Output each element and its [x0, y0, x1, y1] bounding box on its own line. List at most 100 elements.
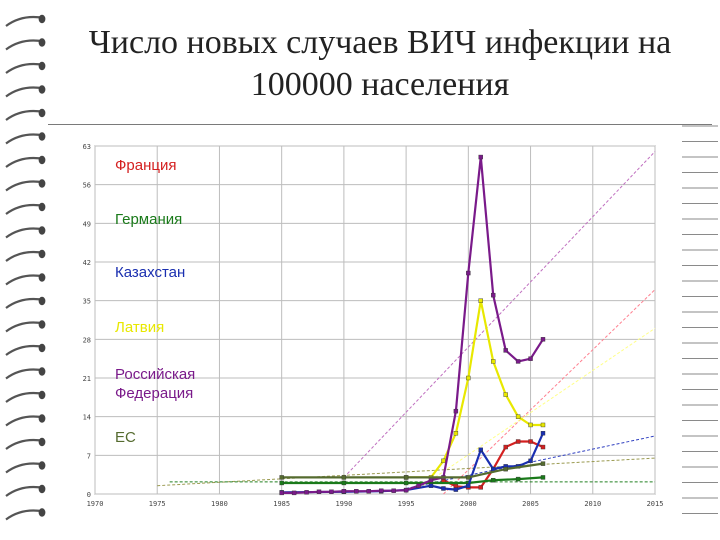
spiral-hole [38, 273, 46, 282]
spiral-ring [5, 156, 45, 168]
spiral-ring [5, 250, 45, 262]
y-tick-label: 21 [83, 375, 91, 383]
spiral-hole [38, 85, 46, 94]
data-point [528, 356, 533, 361]
data-point [453, 431, 459, 436]
data-point [478, 154, 483, 160]
spiral-ring [5, 274, 45, 286]
data-point [453, 487, 459, 492]
spiral-hole [38, 414, 46, 423]
spiral-hole [38, 61, 46, 71]
data-point [403, 487, 409, 493]
data-point [478, 485, 483, 490]
spiral-ring [5, 485, 45, 497]
data-point [279, 475, 284, 480]
legend-entry: Казахстан [115, 264, 186, 281]
data-point [540, 337, 546, 342]
spiral-hole [38, 343, 46, 353]
spiral-ring [5, 86, 45, 98]
data-point [453, 408, 459, 414]
data-point [466, 483, 471, 488]
data-point [491, 292, 496, 298]
title-underline [48, 124, 712, 125]
legend-entry: Российская Федерация [115, 366, 196, 402]
data-point [503, 466, 508, 472]
spiral-ring [5, 133, 45, 145]
data-point [528, 458, 533, 464]
y-tick-label: 14 [83, 414, 91, 422]
spiral-hole [38, 132, 46, 141]
x-tick-label: 1990 [335, 500, 352, 508]
trend-line [443, 289, 656, 495]
series-line-ес [281, 462, 544, 479]
hiv-line-chart: 1970 1975 1980 1985 1990 1995 2000 2005 2010 2015… [83, 143, 664, 508]
spiral-hole [38, 249, 46, 259]
spiral-hole [38, 508, 46, 517]
data-point [528, 439, 533, 444]
x-tick-label: 1985 [273, 500, 290, 508]
spiral-ring [5, 438, 45, 450]
spiral-ring [5, 62, 45, 74]
spiral-hole [38, 461, 46, 470]
data-point [304, 490, 309, 495]
x-tick-label: 2015 [647, 500, 664, 508]
y-tick-label: 28 [83, 336, 91, 344]
data-point [503, 444, 508, 450]
data-point [403, 475, 409, 480]
spiral-hole [38, 202, 46, 212]
data-point [540, 431, 546, 436]
spiral-hole [38, 179, 46, 188]
x-tick-label: 1975 [149, 500, 166, 508]
series-line-российская-федерация [281, 155, 544, 494]
data-point [528, 422, 533, 428]
data-point [515, 359, 521, 364]
x-tick-label: 2010 [584, 500, 601, 508]
x-tick-label: 1970 [87, 500, 104, 508]
y-tick-label: 56 [83, 182, 91, 190]
trend-line [157, 457, 656, 487]
data-point [341, 489, 347, 494]
legend-entry: Латвия [115, 319, 165, 336]
legend-entry: Германия [115, 211, 183, 228]
legend-entry: ЕС [115, 429, 136, 446]
spiral-hole [38, 367, 46, 376]
y-tick-label: 35 [83, 298, 91, 306]
spiral-ring [5, 368, 45, 380]
data-point [279, 480, 284, 486]
data-point [540, 444, 546, 450]
data-point [466, 375, 471, 381]
data-point [428, 483, 434, 488]
spiral-hole [38, 484, 46, 494]
data-point [316, 489, 322, 494]
spiral-ring [5, 180, 45, 192]
spiral-ring [5, 39, 45, 51]
data-point [416, 483, 421, 488]
spiral-hole [38, 38, 46, 47]
data-point [291, 490, 297, 496]
notebook-spiral [5, 14, 46, 521]
spiral-ring [5, 15, 45, 27]
data-point [279, 490, 284, 496]
y-tick-label: 7 [87, 452, 91, 460]
spiral-hole [38, 108, 46, 118]
y-tick-label: 49 [83, 220, 91, 228]
spiral-hole [38, 296, 46, 306]
data-point [341, 480, 347, 486]
spiral-ring [5, 203, 45, 215]
data-point [478, 298, 483, 303]
data-point [503, 392, 508, 397]
spiral-ring [5, 321, 45, 333]
y-tick-label: 0 [87, 491, 91, 499]
slide-title: Число новых случаев ВИЧ инфекции на 1000… [88, 24, 672, 103]
spiral-ring [5, 391, 45, 403]
data-point [354, 489, 359, 494]
data-point [478, 447, 483, 453]
data-point [403, 480, 409, 486]
spiral-hole [38, 155, 46, 165]
data-point [379, 488, 384, 493]
notebook-lines-decoration [682, 125, 718, 514]
x-tick-label: 1995 [398, 500, 415, 508]
data-point [366, 489, 371, 494]
spiral-ring [5, 344, 45, 356]
data-point [329, 489, 334, 494]
